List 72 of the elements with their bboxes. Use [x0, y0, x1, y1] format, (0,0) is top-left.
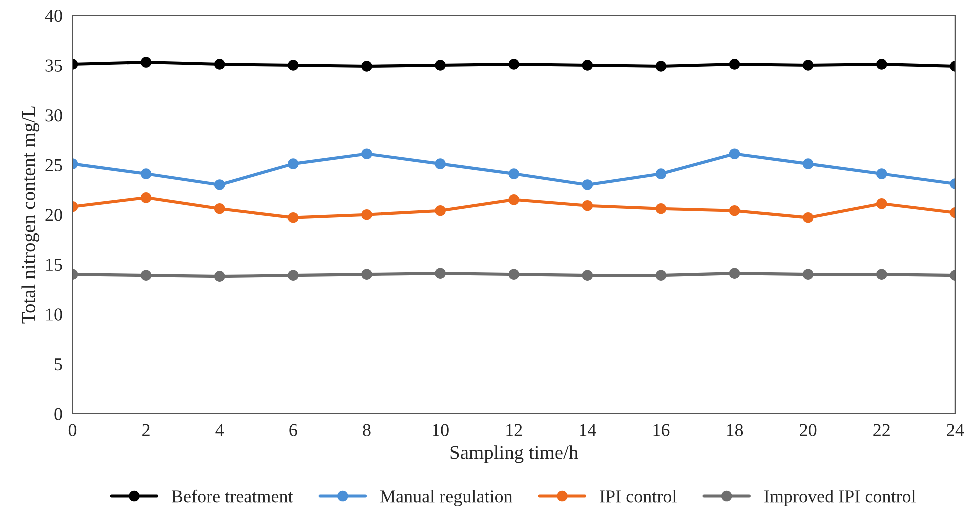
x-tick-label: 20 [800, 424, 817, 436]
point [656, 203, 667, 214]
x-tick-label: 22 [874, 424, 890, 436]
point [435, 158, 446, 170]
y-tick-label: 25 [46, 159, 62, 172]
legend-label: IPI control [600, 490, 677, 503]
x-tick-label: 8 [363, 424, 371, 436]
point [140, 270, 152, 281]
point [288, 270, 299, 281]
point [288, 158, 299, 170]
legend-label: Manual regulation [380, 490, 513, 506]
point [582, 180, 594, 190]
point [582, 270, 594, 281]
point [214, 203, 226, 214]
point [362, 61, 372, 72]
point [876, 198, 888, 210]
point [729, 59, 740, 70]
y-tick-label: 40 [45, 10, 62, 22]
x-tick-label: 18 [727, 424, 744, 436]
x-tick-label: 6 [290, 424, 298, 436]
legend-label: Improved IPI control [764, 490, 916, 506]
point [656, 270, 667, 281]
point [656, 168, 667, 180]
point [508, 168, 520, 180]
x-tick-label: 16 [654, 424, 670, 436]
point [582, 60, 594, 71]
point [802, 60, 814, 71]
y-tick-label: 15 [46, 258, 62, 272]
point [435, 60, 446, 71]
point [288, 60, 299, 71]
point [802, 212, 814, 224]
x-tick-label: 24 [947, 424, 964, 436]
point [729, 205, 740, 216]
point [876, 269, 888, 280]
y-tick-label: 10 [46, 308, 62, 321]
point [140, 57, 152, 68]
point [214, 180, 226, 190]
point [508, 269, 520, 280]
y-tick-label: 0 [54, 408, 62, 420]
point [876, 168, 888, 180]
point [582, 200, 594, 212]
point [288, 212, 299, 224]
point [362, 148, 372, 160]
y-tick-label: 5 [55, 358, 62, 371]
x-tick-label: 2 [142, 424, 150, 436]
point [508, 194, 520, 206]
y-axis-title: Total nitrogen content mg/L [22, 106, 40, 324]
point [435, 205, 446, 216]
y-tick-label: 30 [46, 110, 62, 122]
y-tick-label: 20 [46, 209, 62, 222]
point [140, 168, 152, 180]
x-tick-label: 10 [433, 424, 449, 436]
point [729, 148, 740, 160]
point [140, 192, 152, 204]
point [362, 269, 372, 280]
point [729, 268, 740, 279]
point [214, 271, 226, 282]
point [508, 59, 520, 70]
x-tick-label: 4 [216, 424, 224, 436]
x-tick-label: 12 [506, 424, 522, 436]
y-tick-label: 35 [46, 60, 62, 72]
x-tick-label: 14 [580, 424, 596, 436]
point [876, 59, 888, 70]
point [214, 59, 226, 70]
x-axis-title: Sampling time/h [450, 446, 578, 464]
x-tick-label: 0 [68, 424, 77, 436]
point [802, 158, 814, 170]
point [656, 61, 667, 72]
point [435, 268, 446, 279]
point [362, 209, 372, 220]
legend-label: Before treatment [172, 490, 294, 503]
point [802, 269, 814, 280]
